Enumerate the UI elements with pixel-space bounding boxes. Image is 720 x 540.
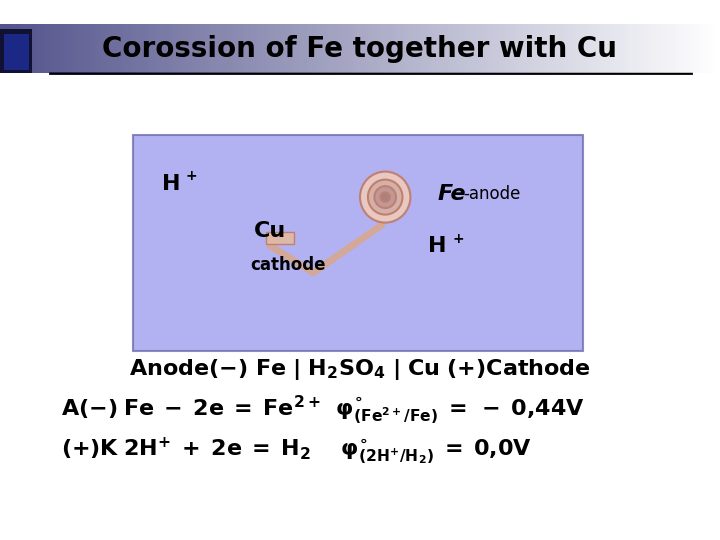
Text: $\mathregular{Anode(-)}$ $\mathbf{Fe\ |\ H_2SO_4\ |\ Cu\ (+)}$$\mathregular{Cath: $\mathregular{Anode(-)}$ $\mathbf{Fe\ |\… <box>129 357 591 382</box>
Text: +: + <box>186 168 197 183</box>
Text: +: + <box>452 232 464 246</box>
Ellipse shape <box>368 180 402 214</box>
Text: Cu: Cu <box>253 221 286 241</box>
Ellipse shape <box>374 186 396 208</box>
Text: H: H <box>428 235 447 256</box>
Text: Corossion of Fe together with Cu: Corossion of Fe together with Cu <box>102 35 618 63</box>
Ellipse shape <box>360 172 410 222</box>
Text: H: H <box>162 173 181 194</box>
Bar <box>4 34 29 70</box>
Text: Fe: Fe <box>437 184 466 205</box>
Text: $\mathbf{A(-)\;Fe\;-\;2e\;=\;Fe^{2+}\;\;\varphi^{\circ}_{(Fe^{2+}/Fe)}\;=\;-\;0{: $\mathbf{A(-)\;Fe\;-\;2e\;=\;Fe^{2+}\;\;… <box>61 394 585 427</box>
Ellipse shape <box>381 192 390 202</box>
Text: -anode: -anode <box>463 185 521 204</box>
FancyBboxPatch shape <box>133 135 583 351</box>
Text: $\mathbf{(+)K\;2H^{+}\;+\;2e\;=\;H_2\;\;\;\;\;\varphi^{\circ}_{(2H^{+}/H_2)}\;=\: $\mathbf{(+)K\;2H^{+}\;+\;2e\;=\;H_2\;\;… <box>61 435 532 467</box>
Text: cathode: cathode <box>251 255 326 274</box>
Bar <box>0 29 32 73</box>
Bar <box>266 232 294 244</box>
